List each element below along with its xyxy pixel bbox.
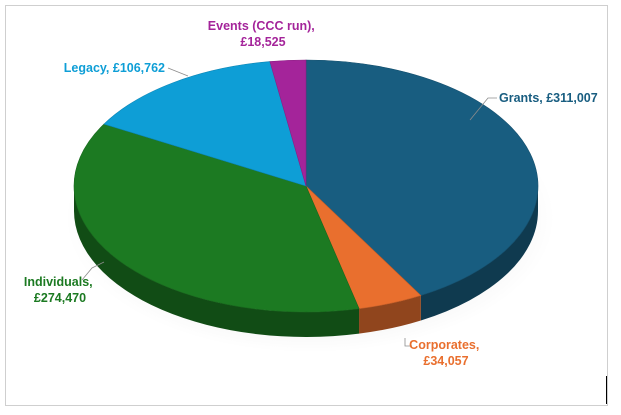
leader-line-grants [469, 97, 497, 121]
leader-line-legacy [167, 67, 189, 77]
leader-line-individuals [81, 261, 105, 281]
slice-label-individuals: Individuals, £274,470 [24, 275, 96, 305]
slice-label-corporates-name: Corporates, [409, 338, 479, 352]
slice-events-ccc-run [269, 59, 307, 187]
slice-label-grants-text: Grants, £311,007 [499, 91, 598, 105]
slice-side-individuals [74, 186, 360, 337]
slice-label-events-name: Events (CCC run), [208, 19, 315, 33]
slice-side-grants [420, 186, 538, 321]
pie-sides [74, 186, 538, 337]
slice-label-events-value: £18,525 [240, 35, 285, 49]
leader-line-corporates [404, 338, 412, 347]
pie-tops [73, 59, 539, 313]
slice-label-grants: Grants, £311,007 [499, 91, 598, 105]
slice-legacy [103, 61, 307, 187]
slice-label-corporates-value: £34,057 [423, 354, 468, 368]
slice-label-events: Events (CCC run), £18,525 [208, 19, 318, 49]
edge-line [606, 376, 607, 404]
slice-side-corporates [359, 295, 421, 334]
leader-lines [81, 67, 497, 347]
slice-individuals [73, 123, 360, 313]
slice-label-individuals-value: £274,470 [34, 291, 86, 305]
slice-label-individuals-name: Individuals, [24, 275, 93, 289]
slice-label-corporates: Corporates, £34,057 [409, 338, 483, 368]
slice-label-legacy: Legacy, £106,762 [64, 61, 165, 75]
slice-grants [305, 59, 539, 296]
slice-label-legacy-text: Legacy, £106,762 [64, 61, 165, 75]
